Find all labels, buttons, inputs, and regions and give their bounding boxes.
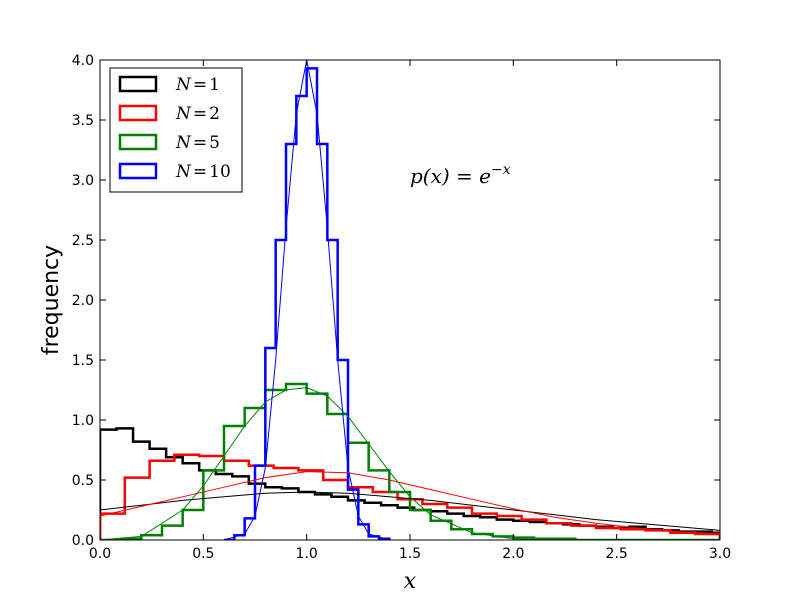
plot-area (100, 60, 720, 540)
y-tick-label: 1.5 (72, 353, 94, 369)
legend-label-3: N = 5 (175, 133, 220, 153)
x-tick-label: 1.5 (399, 546, 421, 562)
legend: N = 1 N = 2 N = 5 N = 10 (109, 67, 243, 193)
legend-box (109, 67, 243, 193)
x-tick-label: 1.0 (296, 546, 318, 562)
x-tick-label: 2.0 (502, 546, 524, 562)
legend-label-2: N = 2 (175, 104, 220, 124)
x-tick-label: 3.0 (709, 546, 731, 562)
y-tick-label: 1.0 (72, 413, 94, 429)
y-tick-label: 4.0 (72, 53, 94, 69)
hist-series-4 (224, 67, 391, 540)
x-tick-label: 0.0 (89, 546, 111, 562)
legend-swatch-1 (118, 75, 158, 93)
annotation-base: p(x) = e (410, 164, 491, 188)
x-tick-label: 0.5 (192, 546, 214, 562)
axis-ticks: 0.0 0.5 1.0 1.5 2.0 2.5 3.0 0.0 0.5 1.0 1.5 2.0 2.5 3… (72, 53, 731, 562)
x-axis-label: x (404, 569, 417, 594)
y-tick-label: 3.5 (72, 113, 94, 129)
y-tick-label: 0.0 (72, 533, 94, 549)
y-tick-label: 2.5 (72, 233, 94, 249)
y-tick-label: 2.0 (72, 293, 94, 309)
fit-curve-1 (100, 491, 720, 531)
x-tick-label: 2.5 (606, 546, 628, 562)
fit-curve-4 (223, 60, 390, 540)
fit-curve-3 (100, 387, 720, 540)
fit-curve-2 (100, 471, 720, 535)
legend-label-1: N = 1 (175, 75, 220, 95)
y-axis-label: frequency (39, 245, 64, 355)
hist-series-3 (100, 382, 720, 540)
legend-swatch-4 (118, 162, 158, 180)
legend-label-4: N = 10 (175, 162, 231, 182)
legend-swatch-3 (118, 133, 158, 151)
annotation-exponent: −x (491, 162, 511, 178)
y-tick-label: 3.0 (72, 173, 94, 189)
legend-swatch-2 (118, 104, 158, 122)
y-tick-label: 0.5 (72, 473, 94, 489)
annotation: p(x) = e−x (410, 162, 511, 188)
